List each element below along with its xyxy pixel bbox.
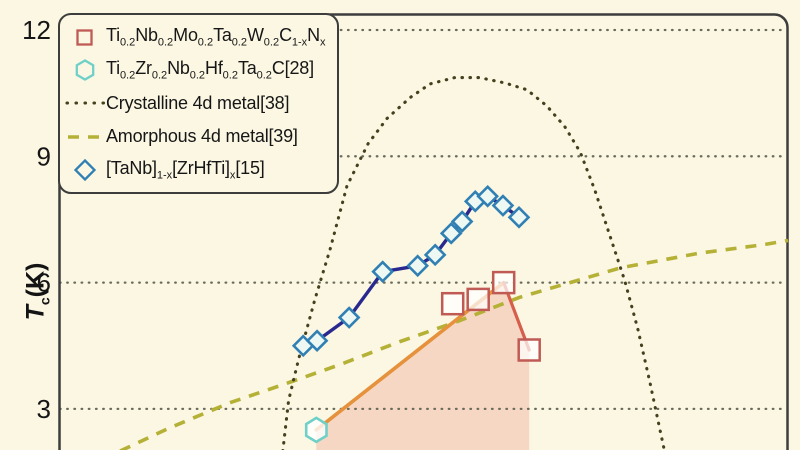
square-marker	[440, 291, 465, 316]
dotted-line-icon	[65, 101, 105, 106]
legend-label: Ti0.2Nb0.2Mo0.2Ta0.2W0.2C1-xNx	[106, 24, 326, 49]
legend: Ti0.2Nb0.2Mo0.2Ta0.2W0.2C1-xNx Ti0.2Zr0.2…	[58, 13, 339, 194]
diamond-marker	[406, 254, 430, 278]
legend-entry-2: Crystalline 4d metal[38]	[64, 90, 331, 116]
diamond-marker	[439, 222, 463, 245]
legend-entry-3: Amorphous 4d metal[39]	[64, 124, 331, 150]
y-axis-symbol-sub: c	[36, 297, 53, 306]
hexagon-marker	[304, 416, 328, 444]
legend-marker-cell	[64, 157, 106, 183]
legend-marker-cell	[64, 24, 106, 50]
diamond-marker	[450, 210, 474, 233]
y-axis-label: Tc(K)	[22, 237, 53, 347]
legend-label: Ti0.2Zr0.2Nb0.2Hf0.2Ta0.2C[28]	[106, 58, 314, 82]
y-tick-label: 6	[37, 268, 51, 298]
legend-entry-0: Ti0.2Nb0.2Mo0.2Ta0.2W0.2C1-xNx	[64, 24, 331, 50]
diamond-marker	[491, 194, 515, 217]
plot-frame	[58, 13, 789, 450]
square-marker	[517, 338, 541, 362]
y-axis-unit: (K)	[21, 262, 50, 298]
diamond-marker	[337, 306, 361, 329]
amorphous-4d-curve	[119, 238, 789, 450]
diamond-marker	[371, 260, 395, 283]
legend-entry-4: [TaNb]1-x[ZrHfTi]x[15]	[64, 157, 331, 183]
open-diamond-icon	[73, 159, 97, 182]
open-square-icon	[76, 29, 93, 46]
legend-entry-1: Ti0.2Zr0.2Nb0.2Hf0.2Ta0.2C[28]	[64, 57, 331, 83]
square-marker	[491, 270, 516, 295]
legend-marker-cell	[64, 90, 106, 116]
y-tick-label: 12	[22, 15, 51, 45]
y-tick-label: 9	[37, 141, 51, 171]
legend-label: Crystalline 4d metal[38]	[106, 92, 290, 113]
open-hexagon-icon	[75, 59, 95, 81]
legend-label: Amorphous 4d metal[39]	[106, 126, 298, 147]
legend-marker-cell	[64, 57, 106, 83]
y-axis-symbol: T	[21, 305, 50, 321]
crystalline-4d-curve	[281, 76, 666, 450]
legend-marker-cell	[64, 124, 106, 150]
diamond-marker	[423, 243, 447, 267]
square-marker	[466, 287, 490, 312]
diamond-marker	[476, 184, 499, 208]
diamond-marker	[507, 206, 531, 229]
dashed-line-icon	[68, 135, 103, 139]
diamond-marker	[305, 329, 329, 353]
y-tick-label: 3	[37, 394, 51, 424]
legend-label: [TaNb]1-x[ZrHfTi]x[15]	[106, 158, 265, 183]
